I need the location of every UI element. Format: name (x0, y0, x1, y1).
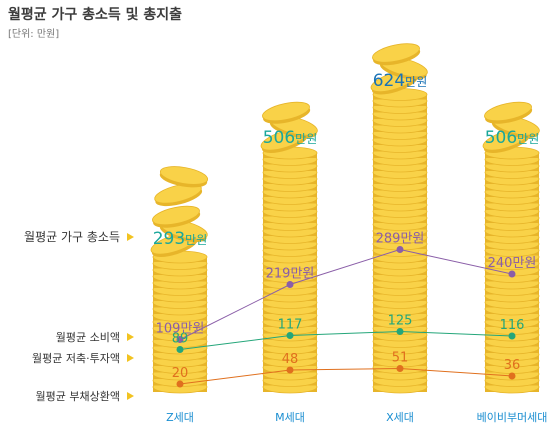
x-tick-label: M세대 (275, 411, 305, 424)
total-income-label: 624만원 (373, 71, 428, 91)
series-line (179, 367, 513, 385)
series-point (508, 270, 516, 278)
legend-arrow-icon (127, 233, 134, 241)
series-point (286, 366, 294, 374)
series-line (179, 248, 513, 340)
series-line (179, 330, 513, 350)
data-label: 109만원 (156, 322, 205, 337)
series-point (176, 380, 184, 388)
legend-arrow-icon (127, 354, 134, 362)
data-label: 219만원 (266, 267, 315, 282)
data-label: 51 (392, 351, 409, 366)
coin-stacks (150, 43, 540, 394)
data-label: 20 (172, 366, 189, 381)
series-point (508, 372, 516, 380)
data-label: 89 (172, 332, 189, 347)
legend-label: 월평균 저축·투자액 (32, 352, 120, 365)
legend-label: 월평균 가구 총소득 (24, 230, 120, 244)
data-label: 117 (278, 318, 303, 333)
coin-stack-2 (260, 101, 318, 394)
series-point (286, 281, 294, 288)
series-point (396, 246, 404, 253)
total-income-label: 506만원 (485, 128, 540, 148)
total-income-label: 506만원 (263, 128, 318, 148)
unit-label: [단위: 만원] (8, 29, 60, 40)
data-label: 48 (282, 352, 299, 367)
series-point (396, 328, 404, 335)
legend-arrow-icon (127, 333, 134, 341)
legend-label: 월평균 소비액 (56, 331, 120, 344)
series-point (176, 336, 184, 343)
x-tick-label: 베이비부머세대 (477, 411, 548, 424)
total-income-label: 293만원 (153, 229, 208, 249)
legend-arrow-icon (127, 392, 134, 400)
chart-title: 월평균 가구 총소득 및 총지출 (8, 7, 183, 23)
coin-stack-3 (370, 43, 428, 394)
data-label: 125 (388, 314, 413, 329)
x-tick-label: Z세대 (166, 411, 194, 424)
data-label: 36 (504, 358, 521, 373)
series-point (176, 346, 184, 353)
series-point (396, 365, 404, 372)
coin-stack-1 (150, 166, 209, 394)
legend-label: 월평균 부채상환액 (36, 390, 120, 403)
x-tick-label: X세대 (386, 411, 414, 424)
series-point (508, 332, 516, 340)
data-label: 240만원 (488, 256, 537, 271)
data-label: 289만원 (376, 232, 425, 247)
series-point (286, 332, 294, 339)
data-label: 116 (500, 318, 525, 333)
